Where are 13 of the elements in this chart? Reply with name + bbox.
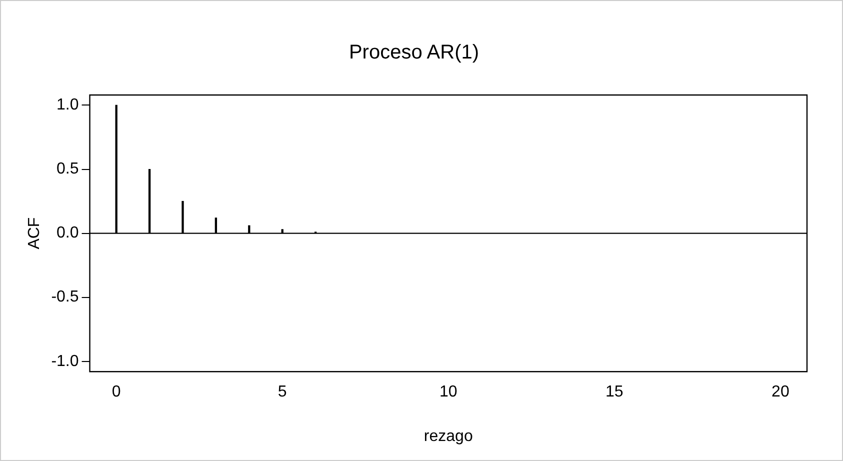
y-tick-label: 1.0 bbox=[56, 96, 79, 114]
x-axis-title: rezago bbox=[424, 428, 473, 445]
y-tick-label: -0.5 bbox=[51, 288, 79, 306]
y-tick-label: 0.0 bbox=[56, 224, 79, 242]
x-tick-label: 5 bbox=[278, 384, 287, 401]
x-tick-label: 20 bbox=[772, 384, 790, 401]
x-tick-label: 0 bbox=[112, 384, 121, 401]
x-tick-label: 15 bbox=[606, 384, 624, 401]
chart-title: Proceso AR(1) bbox=[348, 42, 480, 64]
x-tick-label: 10 bbox=[439, 384, 458, 401]
y-axis-title: ACF bbox=[26, 217, 44, 250]
y-tick-label: 0.5 bbox=[56, 160, 79, 178]
y-tick-label: -1.0 bbox=[51, 352, 79, 370]
